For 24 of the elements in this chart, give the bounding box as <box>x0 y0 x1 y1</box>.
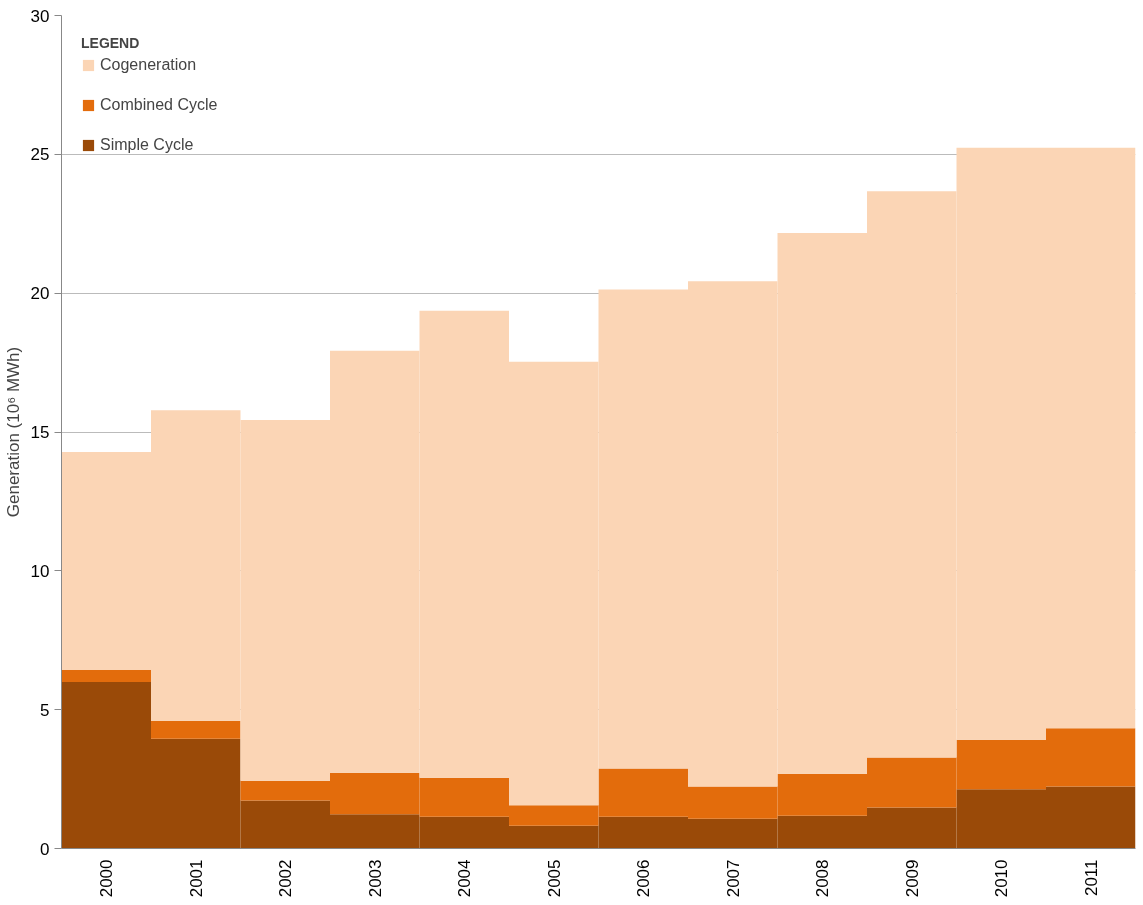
x-tick-label: 2007 <box>723 859 743 898</box>
legend-label: Cogeneration <box>100 56 197 74</box>
x-tick-label: 2004 <box>455 859 475 898</box>
x-tick-label: 2006 <box>634 859 654 898</box>
x-tick-label: 2003 <box>365 859 385 898</box>
y-tick-label: 0 <box>40 839 50 859</box>
x-tick-label: 2000 <box>97 859 117 898</box>
x-tick-label: 2008 <box>813 859 833 898</box>
x-tick-label: 2011 <box>1081 859 1101 897</box>
x-tick-label: 2005 <box>544 859 564 898</box>
legend-label: Combined Cycle <box>100 96 218 114</box>
x-tick-label: 2010 <box>992 859 1012 898</box>
y-tick-label: 25 <box>30 145 50 165</box>
y-tick-label: 5 <box>40 700 50 720</box>
x-tick-label: 2001 <box>186 859 206 898</box>
y-axis-title: Generation (10⁶ MWh) <box>3 346 23 518</box>
legend-title: LEGEND <box>81 35 141 51</box>
y-tick-label: 30 <box>30 6 50 26</box>
y-tick-label: 20 <box>30 284 50 304</box>
legend-label: Simple Cycle <box>100 136 194 154</box>
y-tick-label: 15 <box>30 423 50 442</box>
y-tick-label: 10 <box>30 561 50 581</box>
x-tick-label: 2009 <box>902 859 922 898</box>
x-tick-label: 2002 <box>276 859 296 898</box>
